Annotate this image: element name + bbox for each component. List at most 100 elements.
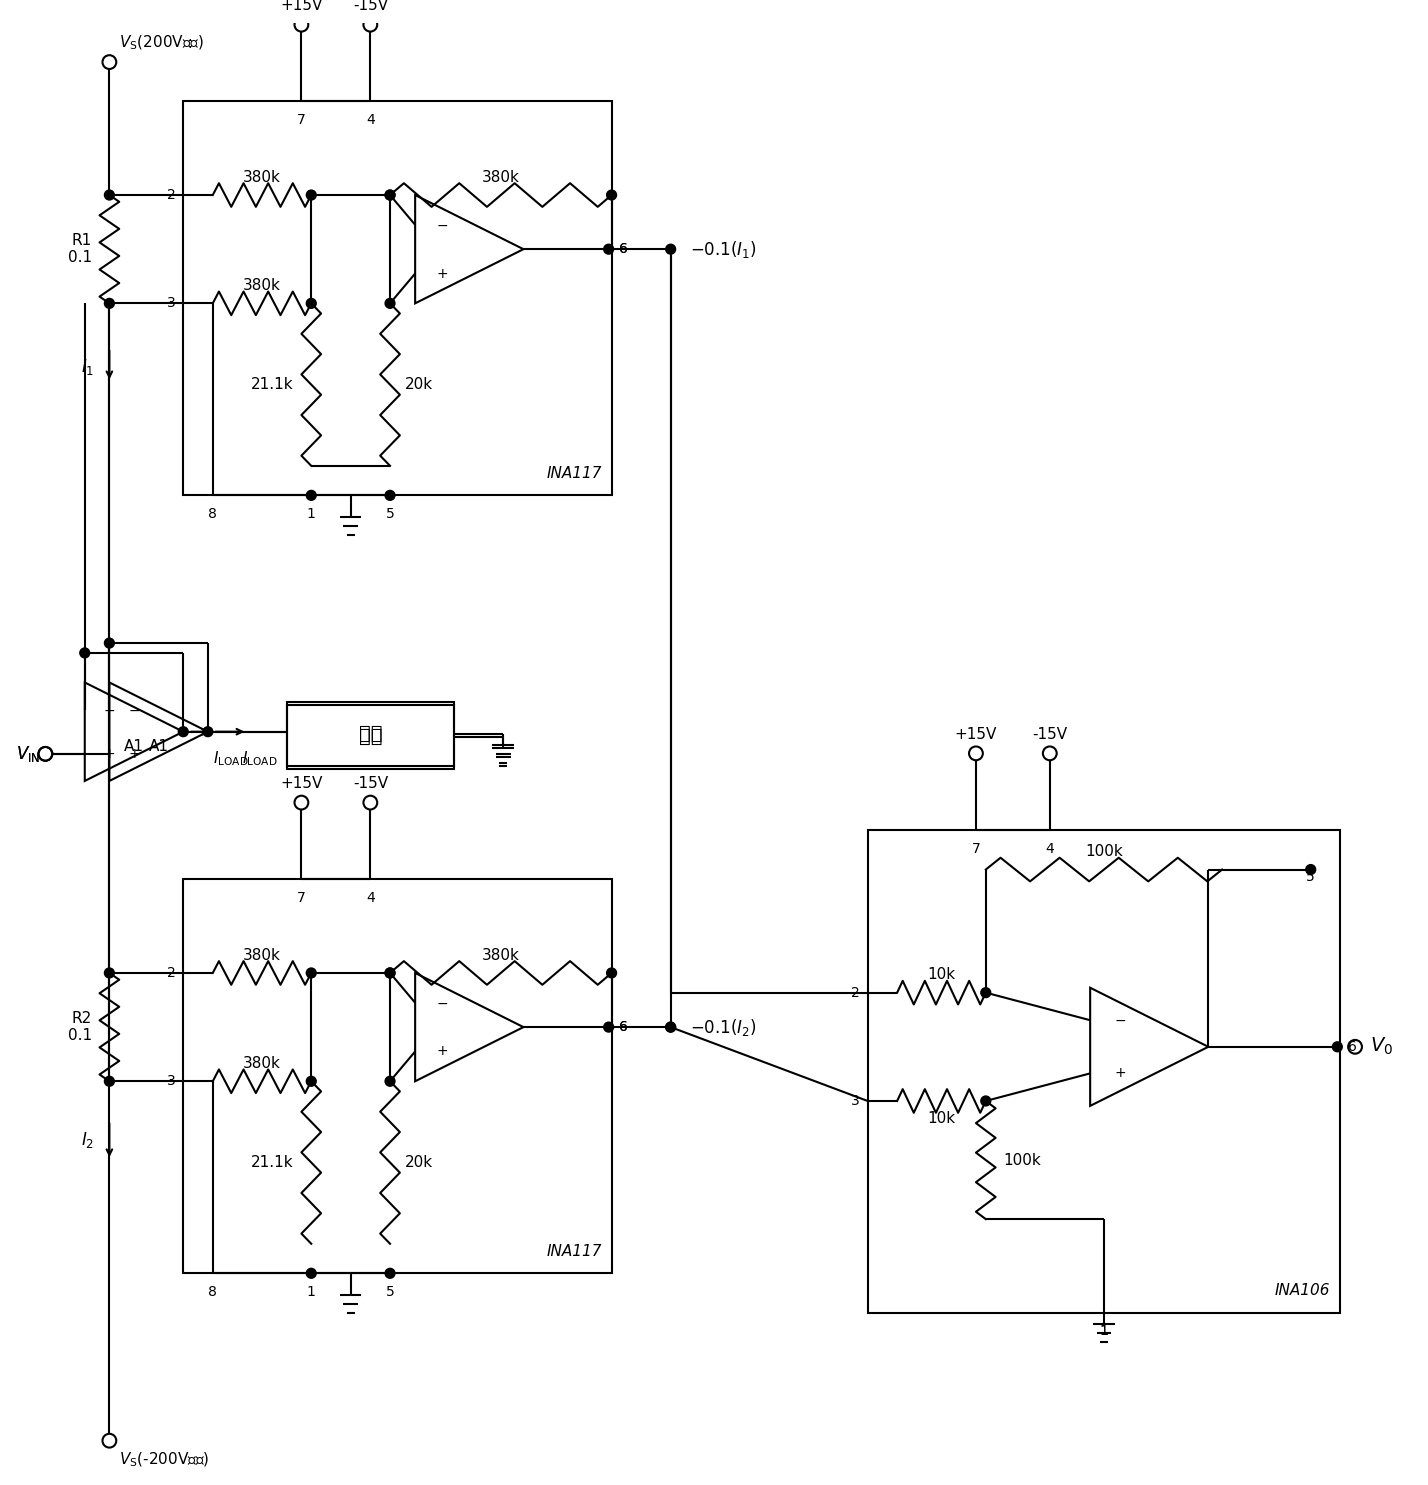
Text: 380k: 380k (481, 169, 520, 184)
Text: 380k: 380k (243, 947, 281, 962)
Text: $+$: $+$ (1114, 1066, 1125, 1081)
Text: 2: 2 (167, 189, 176, 202)
Circle shape (307, 1077, 316, 1086)
Circle shape (386, 1268, 396, 1279)
Text: $-0.1(I_2)$: $-0.1(I_2)$ (690, 1017, 757, 1038)
Text: 2: 2 (851, 986, 860, 999)
Text: $I_{\mathrm{LOAD}}$: $I_{\mathrm{LOAD}}$ (213, 750, 248, 768)
Text: 20k: 20k (404, 1154, 433, 1170)
Text: 7: 7 (297, 113, 306, 128)
Text: 3: 3 (167, 297, 176, 310)
Text: 380k: 380k (481, 947, 520, 962)
Circle shape (307, 1268, 316, 1279)
Text: $-$: $-$ (436, 218, 448, 232)
Circle shape (104, 968, 114, 977)
Bar (868, 830, 1341, 1313)
Text: 21.1k: 21.1k (251, 377, 294, 392)
Circle shape (104, 1077, 114, 1086)
Circle shape (665, 1022, 675, 1032)
Text: R1
0.1: R1 0.1 (67, 233, 91, 266)
Circle shape (386, 1077, 396, 1086)
Circle shape (203, 726, 213, 737)
Text: $V_0$: $V_0$ (1369, 1037, 1392, 1057)
Text: +15V: +15V (280, 0, 323, 13)
Text: $V_{\mathrm{S}}$(200V最大): $V_{\mathrm{S}}$(200V最大) (119, 34, 204, 52)
Text: $-0.1(I_1)$: $-0.1(I_1)$ (690, 239, 757, 260)
Text: 7: 7 (297, 891, 306, 906)
Bar (183, 101, 611, 496)
Text: 5: 5 (386, 1285, 394, 1299)
Text: A1: A1 (124, 740, 144, 754)
Text: 10k: 10k (927, 1111, 955, 1126)
Text: 4: 4 (366, 113, 374, 128)
Text: -15V: -15V (353, 0, 388, 13)
Text: $+$: $+$ (436, 266, 448, 281)
Circle shape (607, 968, 617, 977)
Text: 1: 1 (1100, 1325, 1108, 1338)
Text: $V_{\mathrm{S}}$(-200V最大): $V_{\mathrm{S}}$(-200V最大) (119, 1451, 210, 1469)
Text: INA117: INA117 (547, 466, 601, 481)
Text: -15V: -15V (1032, 726, 1067, 741)
Circle shape (104, 190, 114, 200)
Circle shape (386, 190, 396, 200)
Bar (287, 705, 454, 769)
Circle shape (1305, 864, 1315, 875)
Text: 8: 8 (208, 1285, 217, 1299)
Text: 380k: 380k (243, 1056, 281, 1071)
Text: $-$: $-$ (129, 702, 140, 717)
Text: $-$: $-$ (436, 996, 448, 1010)
Circle shape (307, 190, 316, 200)
Text: +15V: +15V (955, 726, 997, 741)
Circle shape (981, 1096, 991, 1106)
Text: 5: 5 (386, 508, 394, 521)
Circle shape (981, 988, 991, 998)
Circle shape (665, 244, 675, 254)
Circle shape (386, 968, 396, 977)
Text: $+$: $+$ (103, 747, 116, 760)
Text: 负载: 负载 (358, 728, 383, 745)
Text: 4: 4 (366, 891, 374, 906)
Text: $-$: $-$ (1114, 1013, 1125, 1028)
Text: 4: 4 (1045, 842, 1054, 855)
Text: $+$: $+$ (129, 747, 140, 760)
Text: R2
0.1: R2 0.1 (67, 1011, 91, 1044)
Text: 1: 1 (307, 508, 316, 521)
Text: INA117: INA117 (547, 1243, 601, 1258)
Circle shape (178, 726, 188, 737)
Circle shape (386, 490, 396, 500)
Circle shape (386, 298, 396, 309)
Text: 20k: 20k (404, 377, 433, 392)
Text: $I_2$: $I_2$ (81, 1130, 94, 1151)
Text: 6: 6 (620, 1020, 628, 1034)
Text: $V_{\mathrm{IN}}$: $V_{\mathrm{IN}}$ (16, 744, 40, 763)
Text: 100k: 100k (1085, 845, 1122, 860)
Circle shape (386, 190, 396, 200)
Text: $+$: $+$ (436, 1044, 448, 1059)
Circle shape (307, 968, 316, 977)
Text: 2: 2 (167, 965, 176, 980)
Text: 5: 5 (1307, 870, 1315, 884)
Bar (183, 879, 611, 1273)
Circle shape (604, 1022, 614, 1032)
Text: 100k: 100k (1004, 1152, 1041, 1167)
Circle shape (104, 298, 114, 309)
Text: 6: 6 (620, 242, 628, 257)
Text: +15V: +15V (280, 775, 323, 792)
Circle shape (307, 298, 316, 309)
Text: -15V: -15V (353, 775, 388, 792)
Bar (287, 702, 454, 766)
Text: 7: 7 (971, 842, 980, 855)
Text: 3: 3 (167, 1074, 176, 1089)
Text: 21.1k: 21.1k (251, 1154, 294, 1170)
Circle shape (1332, 1042, 1342, 1051)
Text: 1: 1 (307, 1285, 316, 1299)
Text: 10k: 10k (927, 967, 955, 983)
Text: 3: 3 (851, 1094, 860, 1108)
Text: A1: A1 (149, 740, 169, 754)
Text: $V_{\mathrm{IN}}$: $V_{\mathrm{IN}}$ (16, 744, 40, 763)
Circle shape (386, 968, 396, 977)
Circle shape (307, 490, 316, 500)
Circle shape (665, 1022, 675, 1032)
Text: $I_1$: $I_1$ (81, 358, 94, 377)
Text: 1: 1 (1100, 1325, 1108, 1338)
